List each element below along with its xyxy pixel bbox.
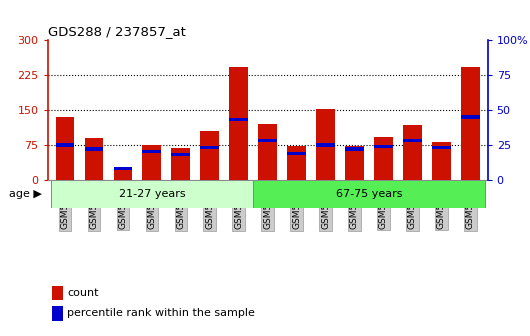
Bar xyxy=(461,67,480,180)
Text: 67-75 years: 67-75 years xyxy=(335,189,402,199)
Bar xyxy=(229,67,248,180)
Bar xyxy=(345,146,364,180)
Bar xyxy=(403,139,422,142)
Bar xyxy=(200,131,219,180)
Bar xyxy=(85,148,103,151)
Bar xyxy=(432,146,450,149)
FancyBboxPatch shape xyxy=(253,180,485,208)
Bar xyxy=(171,148,190,180)
Bar xyxy=(403,125,422,180)
Bar xyxy=(316,109,335,180)
Text: percentile rank within the sample: percentile rank within the sample xyxy=(67,308,255,319)
Text: age ▶: age ▶ xyxy=(9,189,42,199)
Bar xyxy=(461,115,480,119)
Text: GDS288 / 237857_at: GDS288 / 237857_at xyxy=(48,25,186,38)
Bar xyxy=(143,145,161,180)
Bar xyxy=(143,150,161,154)
Bar xyxy=(113,167,132,180)
Bar xyxy=(316,143,335,146)
Bar xyxy=(258,139,277,142)
Bar xyxy=(52,286,63,300)
Bar xyxy=(56,117,75,180)
Bar xyxy=(113,167,132,170)
Bar xyxy=(52,306,63,321)
Text: 21-27 years: 21-27 years xyxy=(119,189,185,199)
Bar xyxy=(200,146,219,149)
Bar xyxy=(85,138,103,180)
FancyBboxPatch shape xyxy=(50,180,253,208)
Bar xyxy=(258,124,277,180)
Bar xyxy=(56,143,75,146)
Bar xyxy=(345,148,364,151)
Bar xyxy=(287,146,306,180)
Bar xyxy=(287,152,306,155)
Bar xyxy=(229,118,248,121)
Bar xyxy=(171,153,190,156)
Bar xyxy=(374,137,393,180)
Bar xyxy=(374,145,393,148)
Text: count: count xyxy=(67,288,99,298)
Bar xyxy=(432,142,450,180)
